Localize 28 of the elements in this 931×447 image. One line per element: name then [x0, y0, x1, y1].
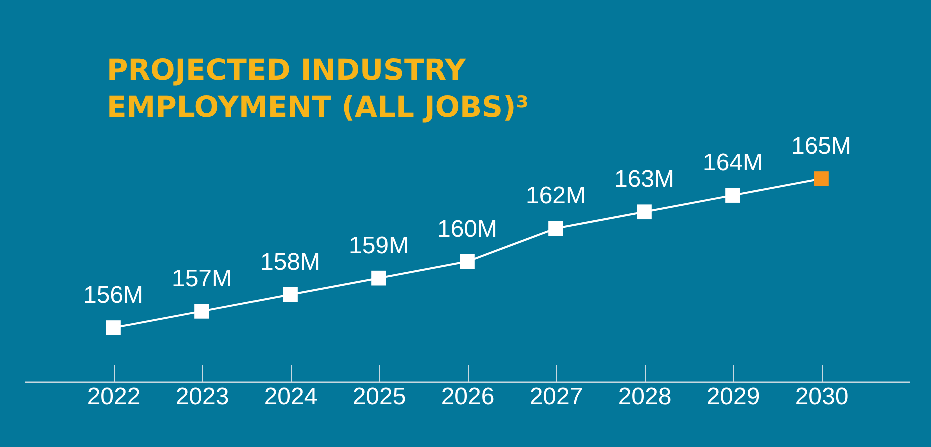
point: [637, 204, 652, 220]
data-label: 164M: [702, 150, 764, 177]
x-tick-label: 2026: [441, 384, 495, 410]
data-label: 158M: [260, 248, 321, 276]
point: [194, 304, 210, 319]
chart-title: PROJECTED INDUSTRY EMPLOYMENT (ALL JOBS)³: [107, 53, 529, 124]
point: [548, 221, 564, 236]
x-tick-label: 2029: [706, 384, 760, 410]
x-tick-label: 2024: [264, 384, 318, 410]
point: [814, 172, 829, 186]
x-tick-label: 2027: [530, 384, 584, 410]
data-label: 157M: [172, 265, 232, 292]
x-tick-label: 2022: [87, 384, 141, 410]
point: [372, 270, 386, 286]
data-label: 160M: [437, 216, 498, 243]
point: [283, 287, 298, 302]
data-label: 156M: [83, 282, 144, 309]
data-label: 163M: [614, 166, 675, 194]
data-label: 165M: [791, 133, 852, 160]
x-tick-label: 2028: [618, 384, 672, 410]
x-tick-label: 2023: [176, 384, 230, 410]
x-tick-label: 2030: [795, 384, 849, 410]
point: [726, 188, 740, 203]
x-tick-label: 2025: [352, 384, 406, 410]
data-label: 159M: [348, 232, 410, 260]
point: [106, 320, 121, 336]
point: [460, 254, 475, 270]
data-label: 162M: [526, 182, 586, 210]
